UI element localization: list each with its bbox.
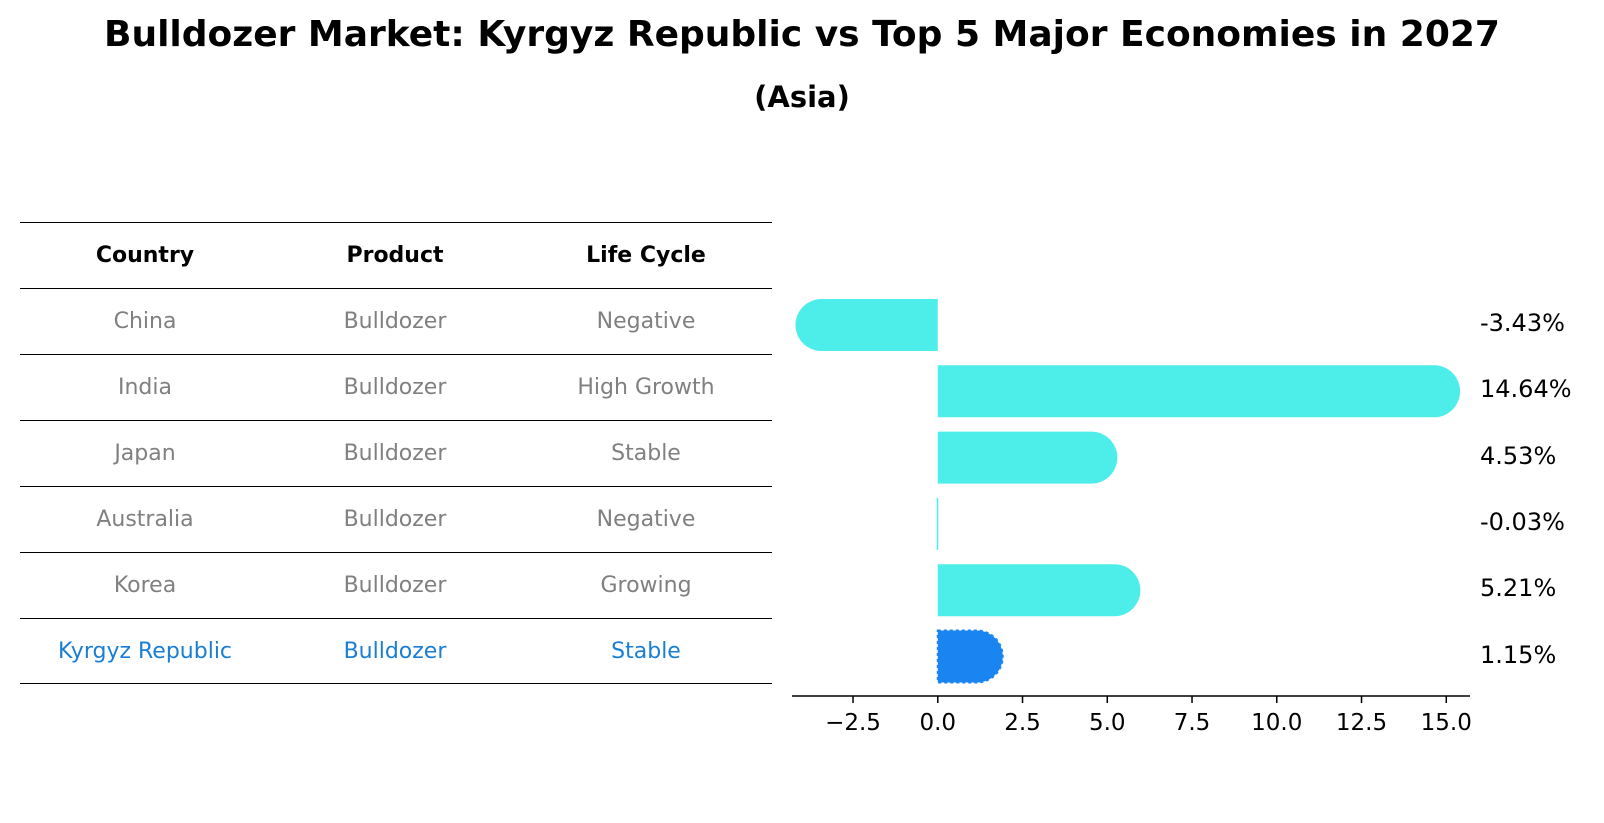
cell-life-cycle: Negative bbox=[596, 507, 696, 532]
cell-life-cycle: Negative bbox=[596, 309, 696, 334]
cell-country: Korea bbox=[113, 573, 177, 598]
cell-product: Bulldozer bbox=[343, 441, 447, 466]
header-country: Country bbox=[95, 243, 195, 268]
table-row: India Bulldozer High Growth bbox=[20, 354, 772, 420]
cell-life-cycle: Growing bbox=[600, 573, 692, 598]
bar-chart: −2.5 0.0 2.5 5.0 7.5 10.0 12.5 15.0 bbox=[792, 299, 1472, 736]
value-label: 14.64% bbox=[1480, 375, 1572, 404]
cell-product: Bulldozer bbox=[343, 375, 447, 400]
chart-subtitle: (Asia) bbox=[754, 80, 850, 114]
cell-country: Australia bbox=[96, 507, 194, 532]
bar-india bbox=[937, 365, 1461, 418]
value-label: 5.21% bbox=[1480, 574, 1557, 603]
x-tick-label: 15.0 bbox=[1421, 710, 1472, 736]
bar-china bbox=[795, 299, 938, 351]
cell-country: Japan bbox=[114, 441, 176, 466]
cell-life-cycle: Stable bbox=[611, 638, 681, 664]
x-tick-label: 0.0 bbox=[919, 710, 956, 736]
table-row: China Bulldozer Negative bbox=[20, 288, 772, 354]
table-row-highlight: Kyrgyz Republic Bulldozer Stable bbox=[20, 618, 772, 684]
cell-product: Bulldozer bbox=[343, 573, 447, 598]
bar-kyrgyz-republic bbox=[936, 629, 1004, 684]
table-row: Japan Bulldozer Stable bbox=[20, 420, 772, 486]
header-life-cycle: Life Cycle bbox=[586, 243, 706, 268]
x-tick-label: 5.0 bbox=[1089, 710, 1126, 736]
bar-japan bbox=[937, 431, 1118, 484]
value-label: 1.15% bbox=[1480, 640, 1557, 669]
cell-product: Bulldozer bbox=[343, 507, 447, 532]
cell-country: China bbox=[113, 309, 177, 334]
x-tick-label: 10.0 bbox=[1251, 710, 1302, 736]
x-tick-label: 7.5 bbox=[1174, 710, 1211, 736]
x-tick-label: 12.5 bbox=[1336, 710, 1387, 736]
x-tick-label: 2.5 bbox=[1004, 710, 1041, 736]
bar-korea bbox=[937, 564, 1141, 617]
value-label: -0.03% bbox=[1480, 507, 1565, 536]
cell-product: Bulldozer bbox=[343, 309, 447, 334]
cell-country: India bbox=[118, 375, 172, 400]
table-header-row: Country Product Life Cycle bbox=[20, 222, 772, 288]
value-label: -3.43% bbox=[1480, 309, 1565, 337]
cell-life-cycle: High Growth bbox=[577, 375, 715, 400]
header-product: Product bbox=[346, 243, 444, 268]
data-table: Country Product Life Cycle China Bulldoz… bbox=[20, 222, 772, 684]
value-label: 4.53% bbox=[1480, 441, 1557, 470]
x-tick-label: −2.5 bbox=[825, 710, 881, 736]
cell-life-cycle: Stable bbox=[611, 441, 681, 466]
table-row: Korea Bulldozer Growing bbox=[20, 552, 772, 618]
cell-country: Kyrgyz Republic bbox=[57, 638, 233, 664]
bar-australia bbox=[936, 497, 939, 550]
table-row: Australia Bulldozer Negative bbox=[20, 486, 772, 552]
chart-title: Bulldozer Market: Kyrgyz Republic vs Top… bbox=[104, 14, 1500, 55]
cell-product: Bulldozer bbox=[343, 638, 447, 664]
